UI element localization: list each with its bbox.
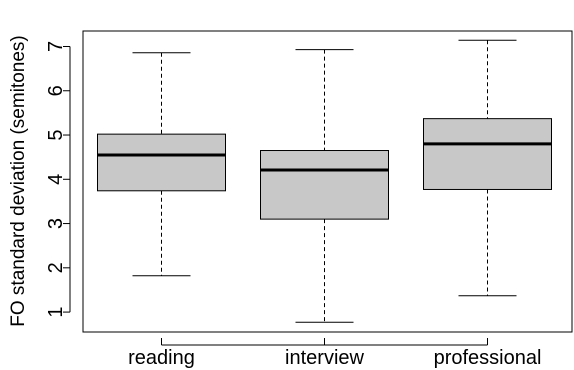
y-tick-label: 5: [45, 129, 67, 140]
box-reading: [97, 133, 226, 192]
boxes: [97, 39, 552, 323]
box-interview: [260, 150, 389, 220]
x-tick-label: professional: [434, 347, 542, 369]
y-tick-label: 4: [45, 174, 67, 185]
y-axis-label: FO standard deviation (semitones): [8, 35, 29, 326]
plot-frame: [82, 30, 573, 333]
x-tick-label: reading: [128, 347, 195, 369]
y-tick-label: 1: [45, 307, 67, 318]
y-tick-label: 7: [45, 41, 67, 52]
y-axis: 1 2 3 4 5 6 7: [45, 41, 71, 318]
x-tick-label: interview: [285, 347, 364, 369]
y-tick-label: 6: [45, 85, 67, 96]
x-axis: reading interview professional: [128, 338, 541, 369]
y-tick-label: 2: [45, 262, 67, 273]
y-tick-label: 3: [45, 218, 67, 229]
box-professional: [423, 118, 552, 190]
